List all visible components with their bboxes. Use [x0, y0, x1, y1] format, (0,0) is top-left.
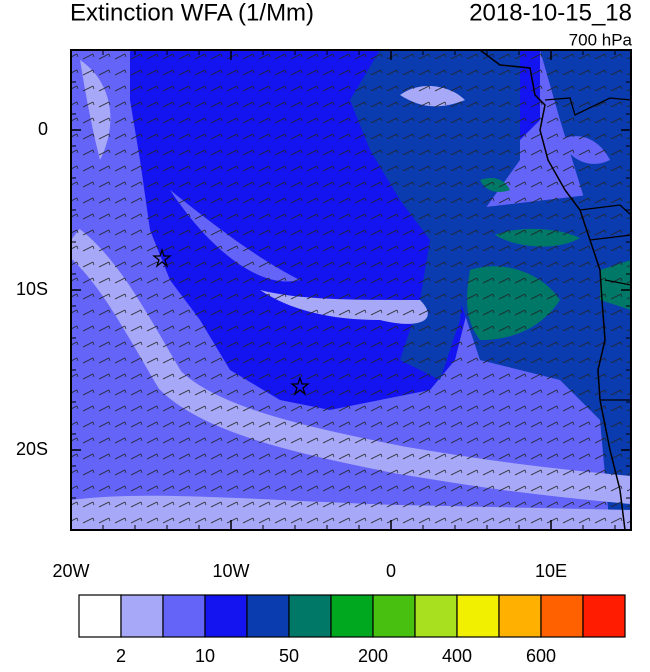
x-tick-label: 0: [386, 561, 396, 581]
colorbar-box: [540, 594, 584, 638]
x-tick-label: 10E: [535, 561, 567, 581]
colorbar-box: [372, 594, 416, 638]
colorbar-label: 400: [442, 646, 472, 666]
colorbar: 2 10 50 200 400 600: [78, 594, 626, 666]
time: 2018-10-15_18: [469, 0, 632, 26]
y-tick-label: 0: [38, 119, 48, 139]
axes: 20W 10W 0 10E 0 10S 20S: [16, 49, 631, 581]
colorbar-box: [78, 594, 122, 638]
coastline: [479, 50, 626, 530]
colorbar-box: [582, 594, 626, 638]
colorbar-box: [330, 594, 374, 638]
borders: [544, 97, 631, 401]
wind-barbs: [71, 50, 631, 530]
x-tick-label: 10W: [212, 561, 249, 581]
x-tick-label: 20W: [52, 561, 89, 581]
colorbar-box: [414, 594, 458, 638]
colorbar-label: 10: [195, 646, 215, 666]
colorbar-box: [204, 594, 248, 638]
colorbar-label: 200: [358, 646, 388, 666]
y-tick-label: 20S: [16, 439, 48, 459]
title: Extinction WFA (1/Mm): [70, 0, 314, 26]
colorbar-box: [246, 594, 290, 638]
colorbar-label: 600: [526, 646, 556, 666]
station-star: [290, 375, 310, 396]
station-star: [152, 247, 172, 268]
colorbar-box: [162, 594, 206, 638]
map-field: [71, 50, 631, 530]
colorbar-label: 50: [279, 646, 299, 666]
y-tick-label: 10S: [16, 279, 48, 299]
colorbar-box: [456, 594, 500, 638]
colorbar-box: [288, 594, 332, 638]
colorbar-box: [498, 594, 542, 638]
colorbar-label: 2: [116, 646, 126, 666]
level: 700 hPa: [569, 30, 633, 49]
colorbar-box: [120, 594, 164, 638]
